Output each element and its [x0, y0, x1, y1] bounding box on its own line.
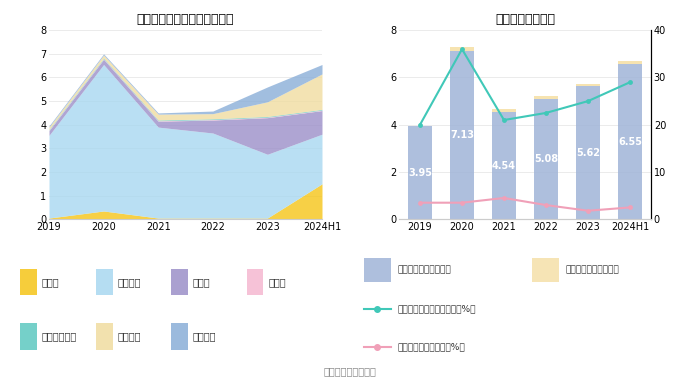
- Text: 右轴：存货占净资产比例（%）: 右轴：存货占净资产比例（%）: [398, 304, 476, 313]
- Text: 4.54: 4.54: [492, 161, 516, 170]
- Title: 历年存货变动情况: 历年存货变动情况: [495, 13, 555, 26]
- Bar: [171, 269, 188, 295]
- Bar: [535, 99, 557, 219]
- Bar: [20, 323, 37, 350]
- Bar: [576, 84, 599, 87]
- Bar: [364, 258, 391, 282]
- Text: 7.13: 7.13: [450, 130, 474, 140]
- Bar: [535, 96, 557, 99]
- Bar: [619, 61, 641, 65]
- Text: 数据来源：恒生聚源: 数据来源：恒生聚源: [323, 366, 377, 376]
- Text: 包装物: 包装物: [268, 277, 286, 287]
- Text: 在产品: 在产品: [193, 277, 210, 287]
- Title: 近年存货变化堆积图（亿元）: 近年存货变化堆积图（亿元）: [136, 13, 234, 26]
- Bar: [619, 65, 641, 219]
- Bar: [492, 109, 515, 112]
- Bar: [171, 323, 188, 350]
- Bar: [20, 269, 37, 295]
- Bar: [408, 126, 431, 219]
- Text: 6.55: 6.55: [618, 137, 642, 147]
- Bar: [96, 269, 113, 295]
- Text: 右轴：存货计提比例（%）: 右轴：存货计提比例（%）: [398, 343, 465, 352]
- Bar: [96, 323, 113, 350]
- Text: 原材料: 原材料: [42, 277, 60, 287]
- Text: 5.62: 5.62: [576, 148, 600, 158]
- Text: 库存商品: 库存商品: [117, 277, 141, 287]
- Bar: [450, 47, 473, 51]
- Text: 委托加工材料: 委托加工材料: [42, 332, 77, 341]
- Text: 5.08: 5.08: [534, 154, 558, 164]
- Text: 存货跌价准备（亿元）: 存货跌价准备（亿元）: [566, 265, 619, 274]
- Bar: [492, 112, 515, 219]
- Text: 存货账面价值（亿元）: 存货账面价值（亿元）: [398, 265, 451, 274]
- Bar: [450, 51, 473, 219]
- Bar: [532, 258, 559, 282]
- Bar: [576, 87, 599, 219]
- Text: 周转材料: 周转材料: [193, 332, 216, 341]
- Text: 3.95: 3.95: [408, 167, 432, 178]
- Text: 发出商品: 发出商品: [117, 332, 141, 341]
- Bar: [246, 269, 263, 295]
